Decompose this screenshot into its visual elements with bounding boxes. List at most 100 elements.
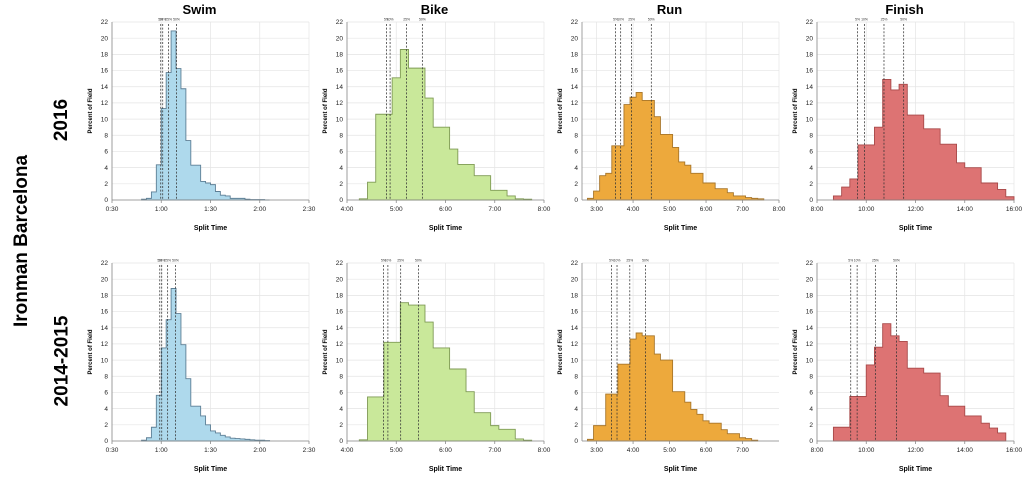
x-axis-label: Split Time (428, 225, 463, 232)
percentile-label-5pct: 5% (381, 259, 386, 263)
y-tick-label: 6 (574, 390, 578, 397)
y-tick-label: 12 (336, 341, 344, 348)
x-axis-label: Split Time (663, 466, 698, 473)
y-tick-label: 2 (574, 181, 578, 188)
y-tick-label: 22 (806, 260, 814, 267)
percentile-label-10pct: 10% (384, 259, 391, 263)
y-tick-label: 10 (101, 116, 109, 123)
y-tick-label: 8 (574, 132, 578, 139)
histogram-area (141, 288, 271, 442)
percentile-label-25pct: 25% (872, 259, 879, 263)
x-tick-label: 6:00 (700, 447, 713, 454)
y-tick-label: 2 (339, 181, 343, 188)
y-tick-label: 6 (339, 390, 343, 397)
y-tick-label: 18 (101, 293, 109, 300)
x-tick-label: 4:00 (627, 206, 640, 213)
y-tick-label: 22 (101, 260, 109, 267)
percentile-label-25pct: 25% (626, 259, 633, 263)
y-tick-label: 18 (101, 52, 109, 59)
x-tick-label: 8:00 (811, 206, 824, 213)
percentile-label-50pct: 50% (419, 18, 426, 22)
percentile-label-25pct: 25% (164, 259, 171, 263)
y-tick-label: 16 (806, 309, 814, 316)
x-tick-label: 8:00 (773, 206, 786, 213)
y-tick-label: 22 (336, 19, 344, 26)
row-label-2014-2015: 2014-2015 (42, 241, 82, 481)
percentile-label-5pct: 5% (609, 259, 614, 263)
column-title-finish: Finish (885, 2, 924, 17)
x-tick-label: 10:00 (858, 206, 875, 213)
x-axis-label: Split Time (898, 225, 933, 232)
y-tick-label: 0 (574, 438, 578, 445)
y-tick-label: 16 (101, 309, 109, 316)
x-tick-label: 1:00 (155, 447, 168, 454)
x-tick-label: 16:00 (1006, 206, 1022, 213)
y-tick-label: 6 (574, 149, 578, 156)
y-tick-label: 12 (806, 100, 814, 107)
y-tick-label: 2 (104, 181, 108, 188)
y-tick-label: 12 (101, 100, 109, 107)
x-tick-label: 7:00 (736, 206, 749, 213)
histogram-area (141, 30, 270, 201)
row-label-text: 2016 (51, 98, 72, 142)
x-tick-label: 6:00 (700, 206, 713, 213)
x-tick-label: 16:00 (1006, 447, 1022, 454)
percentile-label-10pct: 10% (387, 18, 394, 22)
y-tick-label: 12 (336, 100, 344, 107)
y-tick-label: 14 (806, 84, 814, 91)
chart-cell-bike-2016: Bike Percent of Field Split Time 0 2 4 6 8 10 12 1… (317, 0, 552, 240)
y-tick-label: 10 (336, 357, 344, 364)
x-tick-label: 5:00 (663, 447, 676, 454)
y-tick-label: 2 (574, 422, 578, 429)
x-axis-label: Split Time (663, 225, 698, 232)
y-tick-label: 14 (101, 325, 109, 332)
histogram-area (832, 79, 1015, 201)
y-tick-label: 10 (336, 116, 344, 123)
percentile-label-50pct: 50% (893, 259, 900, 263)
x-tick-label: 3:00 (590, 206, 603, 213)
x-tick-label: 6:00 (439, 447, 452, 454)
y-tick-label: 4 (809, 165, 813, 172)
y-tick-label: 4 (339, 406, 343, 413)
y-tick-label: 4 (809, 406, 813, 413)
y-tick-label: 8 (104, 373, 108, 380)
y-tick-label: 6 (104, 390, 108, 397)
y-tick-label: 6 (809, 149, 813, 156)
y-tick-label: 14 (571, 325, 579, 332)
y-tick-label: 22 (571, 260, 579, 267)
x-tick-label: 5:00 (390, 447, 403, 454)
percentile-label-5pct: 5% (158, 18, 163, 22)
y-tick-label: 4 (104, 165, 108, 172)
chart-cell-swim-2016: Swim Percent of Field Split Time 0 2 4 6 8 10 12 1… (82, 0, 317, 240)
y-tick-label: 0 (339, 197, 343, 204)
y-tick-label: 0 (104, 438, 108, 445)
x-tick-label: 4:00 (627, 447, 640, 454)
y-tick-label: 16 (101, 68, 109, 75)
x-tick-label: 2:00 (253, 206, 266, 213)
percentile-label-50pct: 50% (642, 259, 649, 263)
y-tick-label: 18 (806, 52, 814, 59)
y-tick-label: 6 (809, 390, 813, 397)
percentile-label-5pct: 5% (848, 259, 853, 263)
chart-cell-swim-2014-2015: Percent of Field Split Time 0 2 4 6 8 10 12 14 16 1… (82, 241, 317, 481)
y-tick-label: 14 (336, 84, 344, 91)
percentile-label-50pct: 50% (900, 18, 907, 22)
y-tick-label: 2 (104, 422, 108, 429)
chart-grid: Swim Percent of Field Split Time 0 2 4 6 8 10 12 1… (82, 0, 1024, 481)
y-tick-label: 16 (806, 68, 814, 75)
x-tick-label: 4:00 (341, 206, 354, 213)
y-tick-label: 14 (336, 325, 344, 332)
y-tick-label: 2 (809, 181, 813, 188)
y-tick-label: 0 (574, 197, 578, 204)
column-title-swim: Swim (182, 2, 217, 17)
x-axis-label: Split Time (193, 466, 228, 473)
x-tick-label: 7:00 (488, 447, 501, 454)
y-tick-label: 4 (339, 165, 343, 172)
x-tick-label: 12:00 (907, 206, 924, 213)
y-tick-label: 20 (806, 276, 814, 283)
y-tick-label: 6 (339, 149, 343, 156)
percentile-label-10pct: 10% (159, 18, 166, 22)
y-tick-label: 0 (809, 197, 813, 204)
percentile-label-10pct: 10% (854, 259, 861, 263)
y-tick-label: 16 (336, 68, 344, 75)
